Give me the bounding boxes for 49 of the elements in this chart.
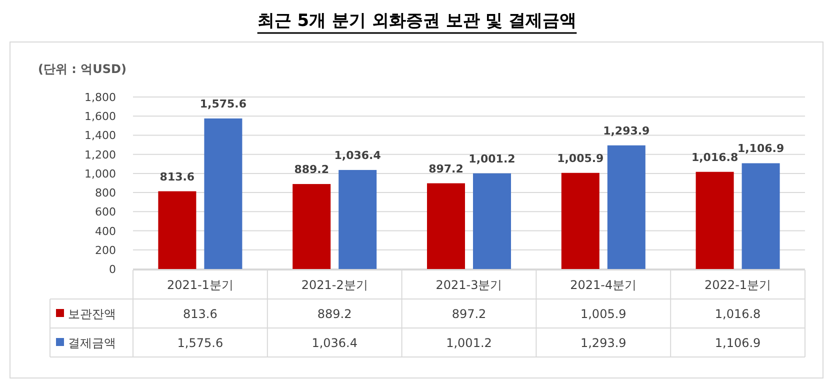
- bar: [696, 172, 734, 269]
- text: 889.2: [294, 163, 329, 176]
- data-label: 1,106.9: [714, 336, 761, 350]
- x-tick-label: 2021-4분기: [570, 278, 637, 292]
- x-tick-label: 2021-1분기: [166, 278, 234, 292]
- data-label: 813.6: [183, 307, 218, 321]
- chart-title: 최근 5개 분기 외화증권 보관 및 결제금액: [257, 11, 577, 31]
- bar: [607, 145, 646, 269]
- x-tick-label: 2021-2분기: [301, 278, 368, 292]
- x-tick-label: 2022-1분기: [704, 278, 772, 292]
- text: 1,575.6: [200, 97, 247, 110]
- y-tick-label: 1,200: [84, 148, 116, 162]
- bar: [292, 184, 331, 269]
- y-tick-label: 600: [95, 206, 116, 219]
- text: 1,016.8: [691, 150, 738, 164]
- bar: [158, 191, 196, 269]
- y-tick-label: 800: [95, 186, 116, 200]
- data-label: 897.2: [452, 307, 486, 321]
- bar: [561, 172, 600, 269]
- bar: [742, 163, 780, 269]
- text: 1,001.2: [468, 152, 516, 166]
- text: 1,036.4: [334, 148, 381, 162]
- legend-label: 보관잔액: [68, 307, 116, 321]
- y-tick-label: 1,600: [84, 110, 116, 124]
- bar: [338, 170, 377, 269]
- data-label: 1,575.6: [177, 336, 224, 350]
- text: 1,293.9: [603, 124, 650, 138]
- y-tick-label: 1,800: [84, 91, 116, 104]
- x-tick-label: 2021-3분기: [436, 278, 502, 292]
- y-tick-label: 0: [109, 263, 116, 276]
- data-label: 1,036.4: [312, 336, 358, 350]
- text: 813.6: [160, 170, 195, 184]
- text: 897.2: [428, 162, 464, 176]
- data-label: 1,001.2: [446, 336, 492, 350]
- y-tick-label: 1,400: [84, 129, 116, 142]
- y-axis-title: (단위 : 억USD): [38, 62, 126, 76]
- data-label: 1,293.9: [580, 336, 626, 350]
- text: 1,106.9: [737, 142, 784, 156]
- text: 1,005.9: [557, 152, 604, 165]
- bar: [473, 173, 511, 269]
- bar: [427, 183, 465, 269]
- data-label: 1,016.8: [714, 307, 761, 321]
- data-label: 1,005.9: [580, 307, 626, 321]
- y-tick-label: 200: [95, 244, 116, 257]
- data-label: 889.2: [317, 307, 352, 321]
- legend-label: 결제금액: [68, 336, 116, 350]
- y-tick-label: 400: [95, 224, 116, 238]
- y-tick-label: 1,000: [84, 167, 116, 180]
- bar: [204, 118, 242, 269]
